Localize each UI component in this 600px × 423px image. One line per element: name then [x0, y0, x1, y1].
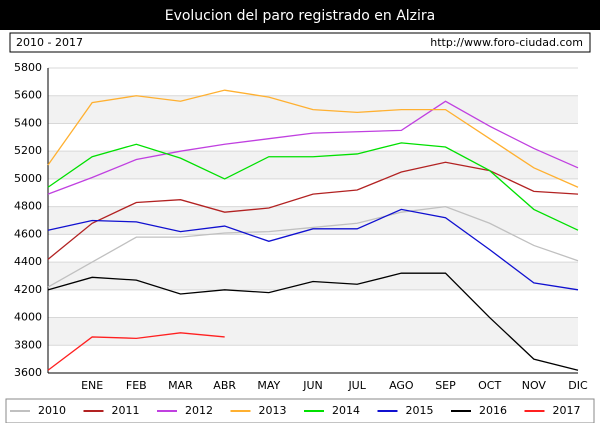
grid-band — [48, 206, 578, 235]
series-line — [47, 100, 579, 195]
x-tick-label: AGO — [389, 379, 414, 392]
series-line — [47, 142, 579, 231]
y-tick-label: 4400 — [14, 255, 42, 268]
series-line — [47, 208, 579, 291]
legend-label: 2013 — [259, 404, 287, 417]
legend-label: 2014 — [332, 404, 360, 417]
grid-band — [48, 151, 578, 179]
x-tick-label: FEB — [126, 379, 147, 392]
x-tick-label: NOV — [522, 379, 547, 392]
x-tick-label: MAY — [257, 379, 280, 392]
legend-label: 2010 — [38, 404, 66, 417]
grid-band — [48, 317, 578, 346]
series-line — [47, 89, 579, 188]
y-tick-label: 4800 — [14, 200, 42, 213]
subtitle-box — [9, 32, 591, 53]
source: http://www.foro-ciudad.com — [430, 36, 583, 49]
x-tick-label: JUN — [302, 379, 323, 392]
y-tick-label: 3800 — [14, 338, 42, 351]
y-tick-label: 4000 — [14, 311, 42, 324]
y-tick-label: 4200 — [14, 283, 42, 296]
x-tick-label: DIC — [568, 379, 588, 392]
y-tick-label: 5000 — [14, 172, 42, 185]
grid-band — [48, 262, 578, 290]
series-line — [47, 272, 579, 371]
y-tick-label: 4600 — [14, 227, 42, 240]
chart-title: Evolucion del paro registrado en Alzira — [165, 8, 436, 24]
y-tick-label: 5400 — [14, 116, 42, 129]
legend-label: 2015 — [406, 404, 434, 417]
subtitle: 2010 - 2017 — [16, 36, 83, 49]
series-line — [47, 332, 225, 371]
y-tick-label: 5600 — [14, 89, 42, 102]
x-tick-label: MAR — [168, 379, 193, 392]
x-tick-label: SEP — [435, 379, 456, 392]
x-tick-label: ENE — [81, 379, 103, 392]
legend-label: 2017 — [553, 404, 581, 417]
x-tick-label: ABR — [213, 379, 236, 392]
y-tick-label: 3600 — [14, 366, 42, 379]
series-line — [47, 205, 579, 288]
legend-label: 2011 — [112, 404, 140, 417]
x-tick-label: OCT — [478, 379, 501, 392]
legend-box — [5, 398, 595, 423]
legend-label: 2016 — [479, 404, 507, 417]
title-bar — [0, 0, 600, 30]
legend-label: 2012 — [185, 404, 213, 417]
y-tick-label: 5800 — [14, 61, 42, 74]
x-tick-label: JUL — [347, 379, 366, 392]
y-tick-label: 5200 — [14, 144, 42, 157]
